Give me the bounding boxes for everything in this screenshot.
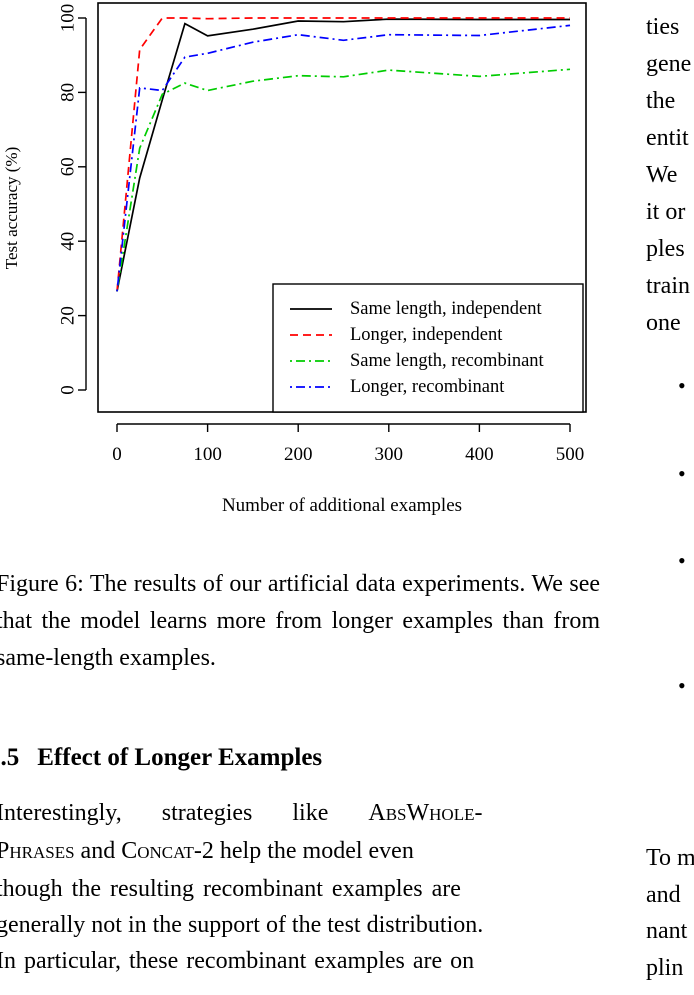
y-axis-title: Test accuracy (%) [2, 147, 21, 269]
body-line-4: generally not in the support of the test… [0, 912, 484, 938]
x-axis-title: Number of additional examples [222, 495, 462, 516]
body-text: -2 help the model even [193, 838, 414, 864]
section-title-text: Effect of Longer Examples [37, 744, 323, 771]
right-column-fragment: ples [646, 236, 685, 262]
y-tick-label: 40 [58, 232, 79, 251]
bullet-marker: • [678, 673, 686, 698]
x-tick-label: 200 [284, 444, 313, 465]
y-tick-label: 20 [58, 306, 79, 325]
figure-caption: Figure 6: The results of our artificial … [0, 571, 600, 671]
x-tick-label: 100 [193, 444, 222, 465]
series-line-4 [116, 24, 571, 292]
x-tick-label: 0 [112, 444, 122, 465]
x-axis: 0 100 200 300 400 500 [112, 423, 585, 465]
bullet-marker: • [678, 548, 686, 573]
y-tick-label: 80 [58, 83, 79, 102]
y-tick-label: 100 [58, 4, 79, 33]
legend-label: Same length, independent [350, 299, 542, 319]
legend-label: Longer, recombinant [350, 377, 505, 397]
series-line-2 [116, 17, 570, 292]
right-column-fragment: entit [646, 125, 689, 151]
legend-box [272, 283, 584, 413]
y-tick-label: 0 [58, 385, 79, 395]
right-column-fragment: the [646, 88, 676, 114]
y-tick-label: 60 [58, 157, 79, 176]
right-column-fragment: We [646, 162, 678, 188]
section-heading: 5.5 Effect of Longer Examples [0, 744, 340, 772]
strategy-name: Phrases [0, 838, 75, 864]
right-column-fragment: one [646, 310, 681, 336]
y-axis: 0 20 40 60 80 100 [58, 4, 87, 395]
bullet-marker: • [678, 373, 686, 398]
section-number: 5.5 [0, 744, 20, 771]
body-line-3: though the resulting recombinant example… [0, 876, 461, 902]
right-column-fragment: nant [646, 918, 688, 944]
legend-label: Same length, recombinant [350, 351, 545, 371]
line-chart: 0 20 40 60 80 100 0 100 200 300 400 500 Same lengt… [2, 2, 587, 516]
series-line-3 [116, 68, 571, 292]
legend: Same length, independent Longer, independ… [272, 283, 584, 413]
series-lines [116, 17, 571, 292]
right-column-fragment: it or [646, 199, 686, 225]
bullet-marker: • [678, 461, 686, 486]
body-line-5: In particular, these recombinant example… [0, 948, 475, 974]
x-tick-label: 300 [375, 444, 404, 465]
right-column-fragment: gene [646, 51, 692, 77]
right-column-fragment: plin [646, 955, 684, 981]
legend-label: Longer, independent [350, 325, 503, 345]
right-column-fragment: train [646, 273, 690, 299]
body-text: Interestingly, strategies like [0, 800, 369, 826]
strategy-name: Concat [121, 838, 194, 864]
right-column-fragment: ties [646, 14, 680, 40]
series-line-1 [116, 18, 570, 292]
right-column-fragment: and [646, 882, 681, 908]
body-line-1: Interestingly, strategies like AbsWhole- [0, 800, 600, 827]
x-tick-label: 500 [556, 444, 585, 465]
body-line-2: Phrases and Concat-2 help the model even [0, 838, 600, 865]
strategy-name: AbsWhole- [368, 800, 483, 826]
x-tick-label: 400 [465, 444, 494, 465]
body-text: and [74, 838, 122, 864]
right-column-fragment: To m [646, 845, 694, 871]
